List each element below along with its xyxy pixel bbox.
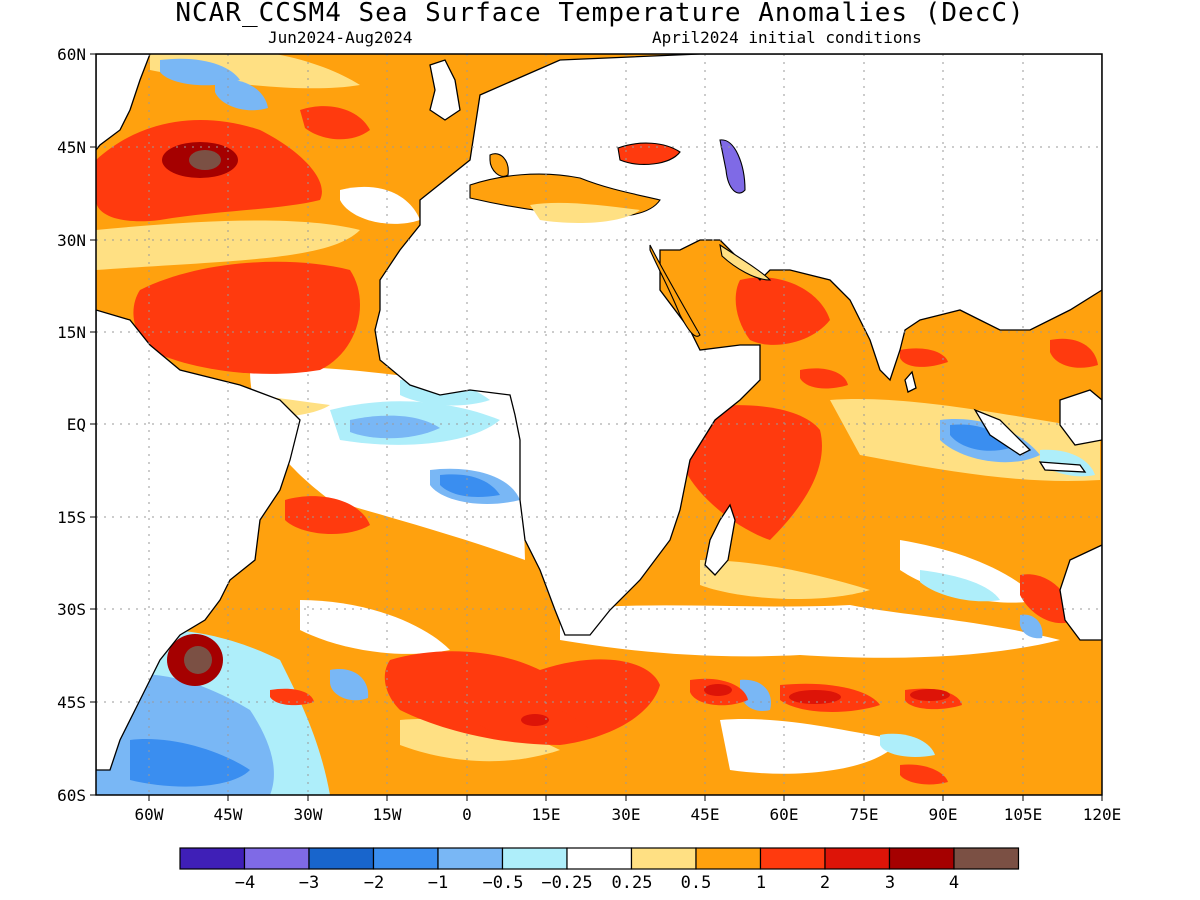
australia-landmass (1059, 544, 1102, 641)
colorbar-swatches (179, 847, 1020, 870)
inland-seas (469, 139, 772, 337)
colorbar-swatch (695, 847, 762, 870)
colorbar-label: −0.5 (483, 873, 524, 893)
lon-label: 15E (532, 805, 561, 824)
lat-label: 15N (57, 323, 86, 342)
sst-anomaly-field (96, 54, 1102, 795)
lon-label: 60W (135, 805, 164, 824)
lon-label: 0 (462, 805, 472, 824)
strong-warm-cores (162, 142, 950, 726)
map-title: NCAR_CCSM4 Sea Surface Temperature Anoma… (175, 0, 1025, 28)
lat-label: 30S (57, 600, 86, 619)
lat-label: 45N (57, 138, 86, 157)
borneo-island (1059, 389, 1102, 446)
colorbar-swatch (630, 847, 697, 870)
lon-label: 90E (929, 805, 958, 824)
colorbar-label: 4 (949, 873, 959, 893)
lat-label: 30N (57, 231, 86, 250)
lat-label: 60S (57, 786, 86, 805)
colorbar-label: −2 (364, 873, 384, 893)
forecast-period: Jun2024-Aug2024 (268, 28, 413, 47)
south-america-landmass (96, 309, 301, 771)
colorbar: −4 −3 −2 −1 −0.5 −0.25 0.25 0.5 1 2 3 4 (179, 847, 1020, 893)
lon-label: 120E (1083, 805, 1122, 824)
lon-label: 45W (214, 805, 243, 824)
lat-label: 60N (57, 45, 86, 64)
colorbar-label: −1 (428, 873, 448, 893)
colorbar-labels: −4 −3 −2 −1 −0.5 −0.25 0.25 0.5 1 2 3 4 (235, 873, 959, 893)
lat-label: 15S (57, 508, 86, 527)
cool-anomalies (96, 58, 1095, 795)
colorbar-swatch (824, 847, 891, 870)
lon-label: 75E (850, 805, 879, 824)
colorbar-label: 0.5 (681, 873, 712, 893)
colorbar-swatch (566, 847, 633, 870)
longitude-labels: 60W 45W 30W 15W 0 15E 30E 45E 60E 75E 90… (135, 805, 1122, 824)
lon-label: 60E (770, 805, 799, 824)
java-island (1038, 461, 1087, 473)
colorbar-swatch (953, 847, 1020, 870)
graticule (96, 54, 1102, 795)
colorbar-label: 2 (820, 873, 830, 893)
british-isles (429, 59, 461, 121)
lon-label: 30W (294, 805, 323, 824)
lat-label: EQ (67, 415, 86, 434)
colorbar-swatch (308, 847, 375, 870)
colorbar-label: −4 (235, 873, 255, 893)
latitude-labels: 60N 45N 30N 15N EQ 15S 30S 45S 60S (57, 45, 86, 805)
axis-ticks (90, 53, 1103, 801)
colorbar-swatch (179, 847, 246, 870)
colorbar-swatch (372, 847, 439, 870)
colorbar-swatch (501, 847, 568, 870)
lon-label: 30E (612, 805, 641, 824)
colorbar-swatch (437, 847, 504, 870)
colorbar-label: −3 (299, 873, 319, 893)
madagascar-island (704, 503, 736, 576)
colorbar-label: 1 (756, 873, 766, 893)
colorbar-label: −0.25 (541, 873, 592, 893)
sumatra-island (973, 408, 1032, 456)
lon-label: 105E (1004, 805, 1043, 824)
lon-label: 45E (691, 805, 720, 824)
colorbar-swatch (243, 847, 310, 870)
colorbar-label: 3 (885, 873, 895, 893)
lat-label: 45S (57, 693, 86, 712)
lon-label: 15W (373, 805, 402, 824)
colorbar-swatch (888, 847, 955, 870)
initial-conditions: April2024 initial conditions (652, 28, 922, 47)
colorbar-swatch (759, 847, 826, 870)
colorbar-label: 0.25 (612, 873, 653, 893)
sri-lanka-island (904, 370, 917, 393)
